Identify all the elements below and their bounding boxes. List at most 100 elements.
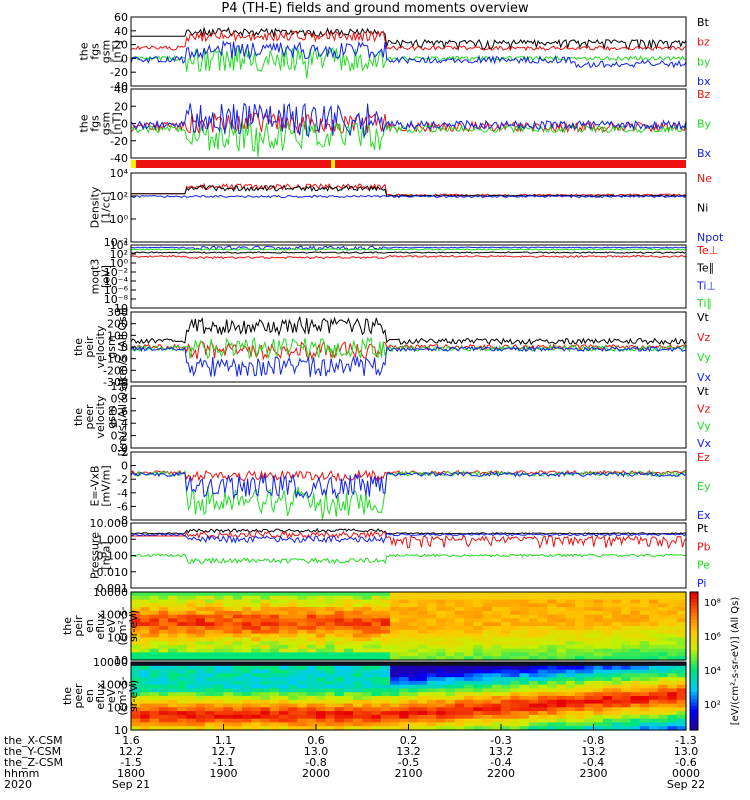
heatmap-cell — [612, 637, 622, 642]
x-tick-label: -1.1 — [213, 756, 234, 769]
heatmap-cell — [297, 644, 308, 650]
heatmap-cell — [168, 707, 178, 712]
heatmap-cell — [269, 603, 280, 608]
heatmap-cell — [584, 629, 595, 635]
heatmap-cell — [205, 595, 215, 601]
heatmap-cell — [232, 692, 243, 697]
heatmap-cell — [667, 684, 678, 690]
heatmap-cell — [242, 665, 252, 671]
heatmap-cell — [269, 607, 280, 612]
heatmap-cell — [279, 610, 289, 616]
heatmap-cell — [205, 622, 215, 627]
heatmap-cell — [658, 726, 669, 731]
x-tick-label: 13.0 — [304, 745, 329, 758]
heatmap-cell — [390, 722, 400, 727]
heatmap-cell — [454, 648, 465, 654]
heatmap-cell — [445, 595, 456, 601]
heatmap-cell — [501, 665, 511, 671]
heatmap-cell — [501, 707, 511, 712]
heatmap-cell — [501, 726, 511, 731]
heatmap-cell — [417, 610, 428, 616]
heatmap-cell — [380, 684, 391, 690]
heatmap-cell — [510, 714, 521, 720]
heatmap-cell — [399, 644, 410, 650]
heatmap-cell — [371, 622, 382, 627]
heatmap-cell — [260, 692, 271, 697]
heatmap-cell — [519, 699, 530, 705]
heatmap-cell — [436, 626, 447, 631]
heatmap-cell — [177, 673, 188, 678]
heatmap-cell — [417, 614, 428, 620]
heatmap-cell — [316, 595, 326, 601]
heatmap-cell — [528, 722, 539, 727]
heatmap-cell — [482, 677, 493, 682]
heatmap-cell — [158, 669, 169, 674]
heatmap-cell — [473, 726, 484, 731]
heatmap-cell — [371, 652, 382, 657]
heatmap-cell — [288, 622, 299, 627]
colorbar-step — [690, 647, 698, 652]
heatmap-cell — [390, 673, 400, 678]
heatmap-cell — [297, 599, 308, 604]
heatmap-cell — [547, 629, 558, 635]
heatmap-cell — [519, 644, 530, 650]
heatmap-cell — [464, 629, 474, 635]
heatmap-cell — [232, 622, 243, 627]
heatmap-cell — [639, 703, 650, 708]
heatmap-cell — [612, 669, 622, 674]
heatmap-cell — [427, 662, 437, 667]
heatmap-cell — [602, 626, 613, 631]
heatmap-cell — [316, 714, 326, 720]
heatmap-cell — [186, 669, 197, 674]
heatmap-cell — [408, 641, 419, 646]
heatmap-cell — [297, 641, 308, 646]
heatmap-cell — [177, 726, 188, 731]
colorbar-step — [690, 640, 698, 645]
heatmap-cell — [538, 726, 548, 731]
heatmap-cell — [519, 656, 530, 661]
heatmap-cell — [491, 603, 502, 608]
heatmap-cell — [639, 662, 650, 667]
heatmap-cell — [602, 692, 613, 697]
heatmap-cell — [436, 622, 447, 627]
heatmap-cell — [556, 677, 567, 682]
heatmap-cell — [454, 633, 465, 638]
heatmap-cell — [649, 656, 659, 661]
heatmap-cell — [371, 680, 382, 686]
heatmap-cell — [667, 662, 678, 667]
heatmap-cell — [565, 726, 576, 731]
heatmap-cell — [519, 622, 530, 627]
heatmap-cell — [639, 633, 650, 638]
heatmap-cell — [649, 714, 659, 720]
heatmap-cell — [131, 641, 141, 646]
heatmap-cell — [658, 644, 669, 650]
heatmap-cell — [593, 644, 604, 650]
heatmap-cell — [279, 692, 289, 697]
heatmap-cell — [658, 688, 669, 693]
heatmap-cell — [501, 648, 511, 654]
heatmap-cell — [501, 626, 511, 631]
heatmap-cell — [269, 665, 280, 671]
heatmap-cell — [168, 673, 178, 678]
heatmap-cell — [371, 718, 382, 724]
heatmap-cell — [630, 673, 641, 678]
heatmap-cell — [575, 644, 585, 650]
heatmap-cell — [140, 669, 151, 674]
heatmap-cell — [149, 622, 160, 627]
heatmap-cell — [297, 592, 308, 597]
heatmap-cell — [639, 622, 650, 627]
heatmap-cell — [325, 714, 336, 720]
heatmap-cell — [279, 656, 289, 661]
heatmap-cell — [353, 603, 363, 608]
heatmap-cell — [260, 644, 271, 650]
heatmap-cell — [380, 677, 391, 682]
heatmap-cell — [158, 622, 169, 627]
heatmap-cell — [454, 626, 465, 631]
heatmap-cell — [510, 614, 521, 620]
colorbar-tick-label: 10⁸ — [704, 598, 721, 609]
heatmap-cell — [547, 641, 558, 646]
heatmap-cell — [528, 633, 539, 638]
heatmap-cell — [343, 703, 354, 708]
heatmap-cell — [297, 684, 308, 690]
heatmap-cell — [612, 622, 622, 627]
